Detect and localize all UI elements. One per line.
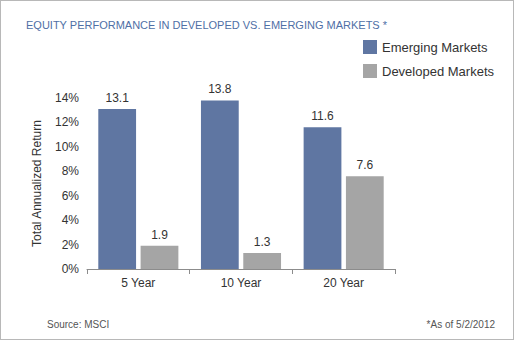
svg-text:EQUITY PERFORMANCE IN DEVELOPE: EQUITY PERFORMANCE IN DEVELOPED VS. EMER… xyxy=(26,19,388,31)
svg-text:*As of 5/2/2012: *As of 5/2/2012 xyxy=(427,319,496,330)
svg-text:1.9: 1.9 xyxy=(151,228,168,242)
svg-text:6%: 6% xyxy=(62,189,80,203)
svg-text:10 Year: 10 Year xyxy=(221,276,262,290)
svg-text:2%: 2% xyxy=(62,238,80,252)
svg-text:5 Year: 5 Year xyxy=(121,276,155,290)
svg-text:Developed Markets: Developed Markets xyxy=(382,64,494,79)
svg-text:13.8: 13.8 xyxy=(208,82,232,96)
svg-text:7.6: 7.6 xyxy=(356,158,373,172)
svg-text:Source: MSCI: Source: MSCI xyxy=(47,319,109,330)
svg-text:1.3: 1.3 xyxy=(254,235,271,249)
svg-text:20 Year: 20 Year xyxy=(323,276,364,290)
svg-text:Emerging Markets: Emerging Markets xyxy=(382,40,488,55)
svg-text:8%: 8% xyxy=(62,164,80,178)
svg-text:Total Annualized Return: Total Annualized Return xyxy=(30,120,44,247)
svg-text:10%: 10% xyxy=(55,140,79,154)
svg-text:14%: 14% xyxy=(55,91,79,105)
svg-text:13.1: 13.1 xyxy=(106,91,130,105)
svg-text:11.6: 11.6 xyxy=(311,109,334,123)
svg-text:0%: 0% xyxy=(62,262,80,276)
svg-text:4%: 4% xyxy=(62,213,80,227)
svg-text:12%: 12% xyxy=(55,115,79,129)
